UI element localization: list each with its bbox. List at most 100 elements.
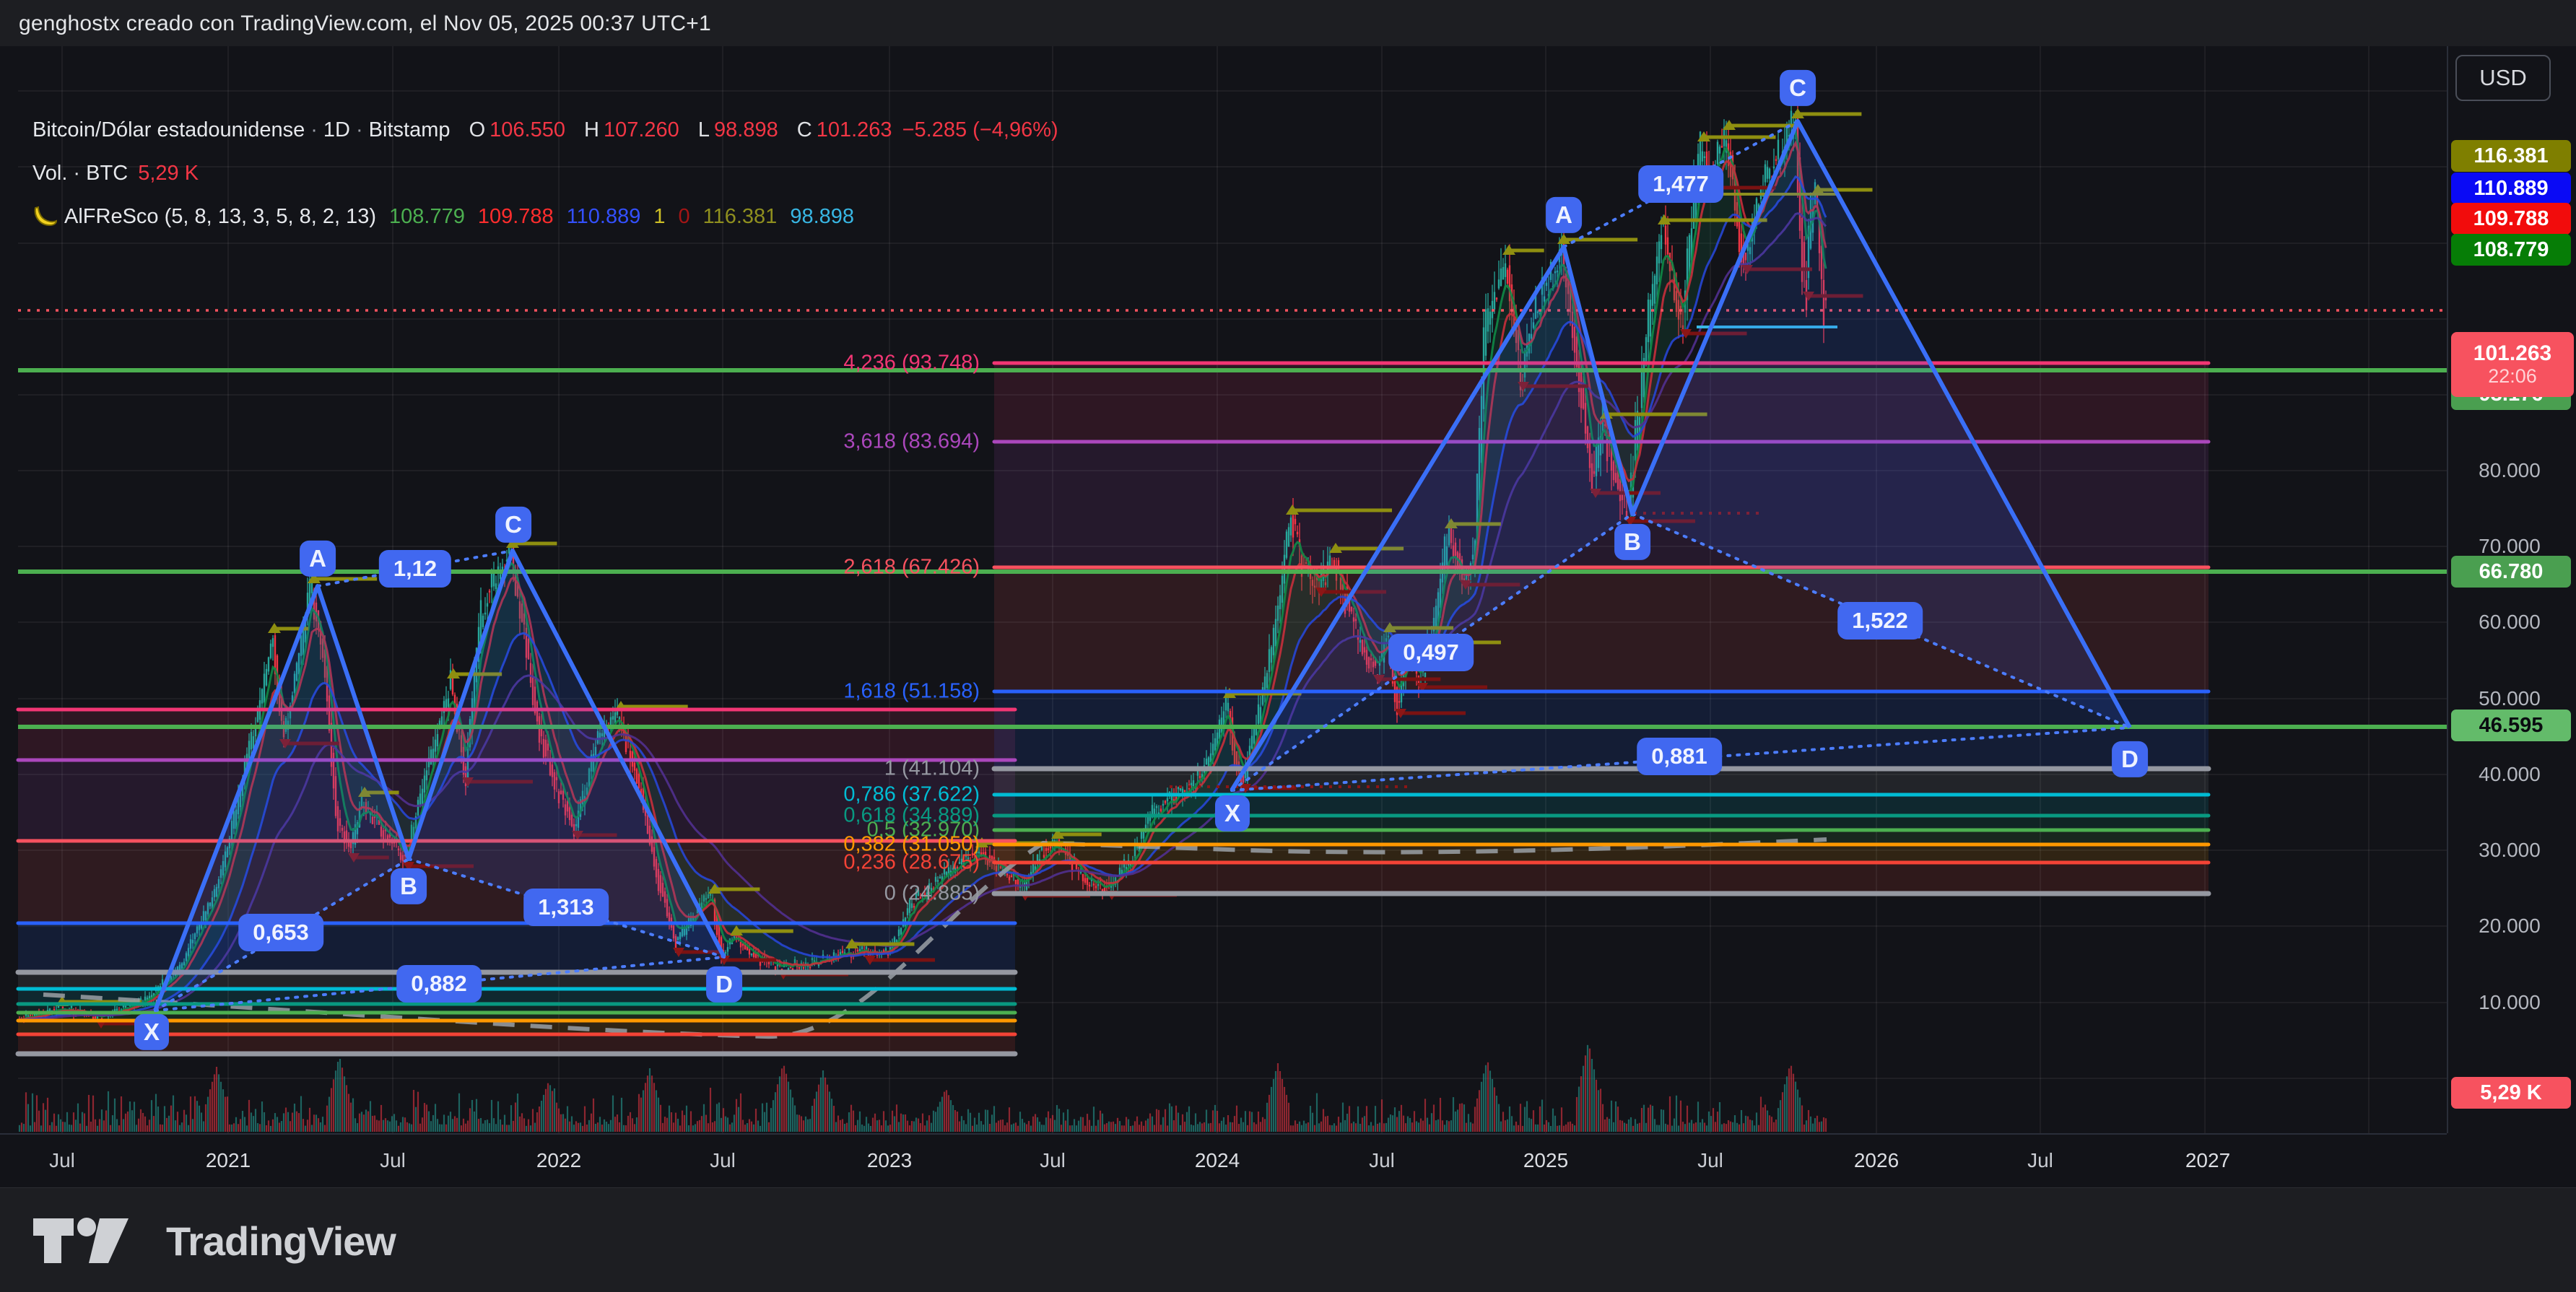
time-axis-label[interactable]: 2027 (2185, 1149, 2231, 1171)
tradingview-logo[interactable]: TradingView (32, 1217, 396, 1265)
indicator-value: 1 (653, 205, 666, 228)
high-label: H (584, 118, 599, 141)
indicator-values: 108.779 109.788 110.889 1 0 116.381 98.898 (376, 205, 854, 228)
change-value: −5.285 (−4,96%) (902, 118, 1058, 141)
price-axis-marker: 110.889 (2451, 173, 2571, 204)
pattern-point-d[interactable]: D (2112, 741, 2148, 778)
price-scale-label: 20.000 (2479, 915, 2541, 937)
price-axis-marker: 108.779 (2451, 234, 2571, 266)
indicator-value: 108.779 (389, 205, 465, 228)
fib-level-label[interactable]: 0,786 (37.622) (843, 782, 980, 806)
fib-level-label[interactable]: 1 (41.104) (884, 756, 980, 780)
currency-usd-button[interactable]: USD (2455, 55, 2551, 101)
pattern-ratio-label[interactable]: 0,497 (1388, 633, 1474, 672)
pattern-point-a[interactable]: A (1546, 196, 1582, 234)
volume-legend-row[interactable]: Vol. · BTC 5,29 K (32, 162, 199, 185)
fib-level-label[interactable]: 0,382 (31.050) (843, 832, 980, 856)
time-axis-label[interactable]: Jul (1697, 1149, 1723, 1171)
indicator-value: 116.381 (702, 205, 778, 228)
open-label: O (469, 118, 486, 141)
fib-level-label[interactable]: 3,618 (83.694) (843, 429, 980, 453)
symbol-name[interactable]: Bitcoin/Dólar estadounidense (32, 118, 305, 141)
fib-level-label[interactable]: 1,618 (51.158) (843, 679, 980, 703)
time-axis-label[interactable]: Jul (1040, 1149, 1066, 1171)
pattern-point-x[interactable]: X (1214, 795, 1250, 832)
pattern-point-b[interactable]: B (1614, 523, 1650, 561)
price-scale-label: 10.000 (2479, 991, 2541, 1013)
close-label: C (796, 118, 812, 141)
fib-level-label[interactable]: 4,236 (93.748) (843, 351, 980, 375)
indicator-legend-row[interactable]: AlFReSco (5, 8, 13, 3, 5, 8, 2, 13) 108.7… (32, 204, 854, 229)
bar-countdown: 22:06 (2488, 365, 2537, 388)
price-scale-label: 80.000 (2479, 459, 2541, 481)
pattern-point-x[interactable]: X (134, 1013, 170, 1051)
price-scale-label: 30.000 (2479, 839, 2541, 861)
indicator-value: 0 (678, 205, 690, 228)
low-label: L (697, 118, 710, 141)
banana-icon (34, 206, 57, 227)
footer-bar: TradingView (0, 1187, 2576, 1292)
fib-level-label[interactable]: 2,618 (67.426) (843, 555, 980, 579)
pattern-point-c[interactable]: C (495, 506, 531, 544)
open-value: 106.550 (489, 118, 565, 141)
pattern-ratio-label[interactable]: 1,477 (1638, 165, 1723, 204)
low-value: 98.898 (714, 118, 778, 141)
volume-value: 5,29 K (138, 162, 199, 185)
tradingview-logo-icon (33, 1218, 129, 1263)
price-axis-marker: 46.595 (2451, 710, 2571, 741)
price-scale-label: 40.000 (2479, 763, 2541, 785)
tradingview-brand-text: TradingView (166, 1218, 396, 1264)
indicator-value: 109.788 (477, 205, 554, 228)
pattern-ratio-label[interactable]: 0,653 (238, 913, 323, 952)
time-axis-label[interactable]: 2022 (536, 1149, 582, 1171)
price-scale-label: 50.000 (2479, 687, 2541, 710)
time-axis-label[interactable]: 2023 (866, 1149, 913, 1171)
time-axis-label[interactable]: 2026 (1853, 1149, 1900, 1171)
time-axis-label[interactable]: Jul (2027, 1149, 2053, 1171)
chart-pane[interactable]: Bitcoin/Dólar estadounidense · 1D · Bitstamp… (0, 46, 2576, 1292)
time-axis-label[interactable]: Jul (1369, 1149, 1395, 1171)
pattern-point-b[interactable]: B (391, 868, 427, 905)
symbol-legend-row[interactable]: Bitcoin/Dólar estadounidense · 1D · Bitstamp… (32, 118, 1058, 141)
pattern-ratio-label[interactable]: 1,313 (523, 888, 609, 927)
indicator-value: 98.898 (790, 205, 855, 228)
price-axis-marker: 109.788 (2451, 203, 2571, 235)
time-axis[interactable]: Jul 2021 Jul 2022 Jul 2023 Jul 2024 Jul 2025 Jul 20… (0, 1133, 2447, 1189)
price-scale-label: 60.000 (2479, 611, 2541, 633)
indicator-value: 110.889 (566, 205, 641, 228)
price-scale-label: 70.000 (2479, 535, 2541, 557)
pattern-point-a[interactable]: A (300, 540, 336, 577)
exchange-name[interactable]: Bitstamp (368, 118, 451, 141)
pattern-ratio-label[interactable]: 0,882 (396, 964, 482, 1003)
price-chart-canvas[interactable] (0, 46, 2576, 1292)
fib-level-label[interactable]: 0 (24.885) (884, 881, 980, 905)
fib-level-label[interactable]: 0,236 (28.675) (843, 850, 980, 874)
price-axis-marker: 5,29 K (2451, 1077, 2571, 1109)
pattern-ratio-label[interactable]: 0,881 (1637, 737, 1722, 776)
last-price-label: 101.263 22:06 (2451, 332, 2574, 397)
time-axis-label[interactable]: Jul (710, 1149, 736, 1171)
publish-title: genghostx creado con TradingView.com, el… (19, 12, 711, 35)
time-axis-label[interactable]: 2025 (1523, 1149, 1569, 1171)
publish-header: genghostx creado con TradingView.com, el… (0, 0, 2576, 46)
last-price-value: 101.263 (2473, 341, 2552, 365)
pattern-ratio-label[interactable]: 1,12 (378, 549, 452, 588)
indicator-name[interactable]: AlFReSco (5, 8, 13, 3, 5, 8, 2, 13) (64, 205, 376, 228)
price-axis[interactable]: USD 101.263 22:06 80.000 70.000 60.000 50.0… (2447, 46, 2576, 1133)
time-axis-label[interactable]: Jul (380, 1149, 406, 1171)
pattern-ratio-label[interactable]: 1,522 (1837, 601, 1923, 640)
fib-level-label[interactable]: 0,618 (34.889) (843, 803, 980, 827)
pattern-point-d[interactable]: D (706, 966, 742, 1003)
timeframe[interactable]: 1D (323, 118, 350, 141)
time-axis-label[interactable]: Jul (49, 1149, 75, 1171)
high-value: 107.260 (603, 118, 679, 141)
fib-level-label[interactable]: 0,5 (32.970) (866, 818, 980, 842)
pattern-point-c[interactable]: C (1780, 69, 1816, 107)
time-axis-label[interactable]: 2024 (1194, 1149, 1240, 1171)
close-value: 101.263 (816, 118, 892, 141)
price-axis-marker: 116.381 (2451, 140, 2571, 172)
time-axis-label[interactable]: 2021 (205, 1149, 251, 1171)
price-axis-marker: 66.780 (2451, 556, 2571, 588)
volume-label: Vol. · BTC (32, 162, 129, 185)
